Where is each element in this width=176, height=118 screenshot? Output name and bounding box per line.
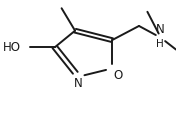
Text: O: O: [114, 69, 123, 82]
Text: HO: HO: [2, 41, 20, 54]
Text: N: N: [74, 77, 83, 90]
Text: H: H: [156, 39, 164, 49]
Text: N: N: [156, 23, 164, 36]
